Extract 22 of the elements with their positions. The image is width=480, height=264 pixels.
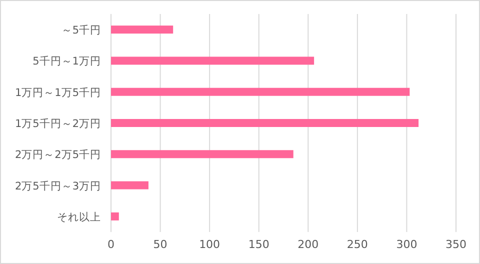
bar xyxy=(111,181,148,190)
x-tick-label: 250 xyxy=(346,238,368,251)
y-tick-label: 2万5千円～3万円 xyxy=(14,179,101,192)
x-tick-label: 150 xyxy=(248,238,270,251)
y-tick-label: ～5千円 xyxy=(61,24,101,37)
x-tick-label: 200 xyxy=(298,238,319,251)
bar xyxy=(111,88,410,96)
y-tick-label: それ以上 xyxy=(57,210,101,224)
y-tick-label: 2万円～2万5千円 xyxy=(14,148,101,162)
x-tick-label: 50 xyxy=(153,238,168,251)
x-tick-label: 350 xyxy=(446,238,466,251)
bar xyxy=(111,26,174,34)
bar xyxy=(111,212,119,220)
y-tick-label: 1万円～1万5千円 xyxy=(14,86,101,99)
y-tick-label: 5千円～1万円 xyxy=(32,54,101,68)
x-tick-label: 100 xyxy=(199,238,220,251)
y-tick-label: 1万5千円～2万円 xyxy=(14,117,101,130)
x-tick-label: 300 xyxy=(396,238,418,251)
bar xyxy=(111,150,294,158)
bar xyxy=(111,119,419,127)
bar xyxy=(111,56,314,65)
x-tick-label: 0 xyxy=(108,238,114,251)
